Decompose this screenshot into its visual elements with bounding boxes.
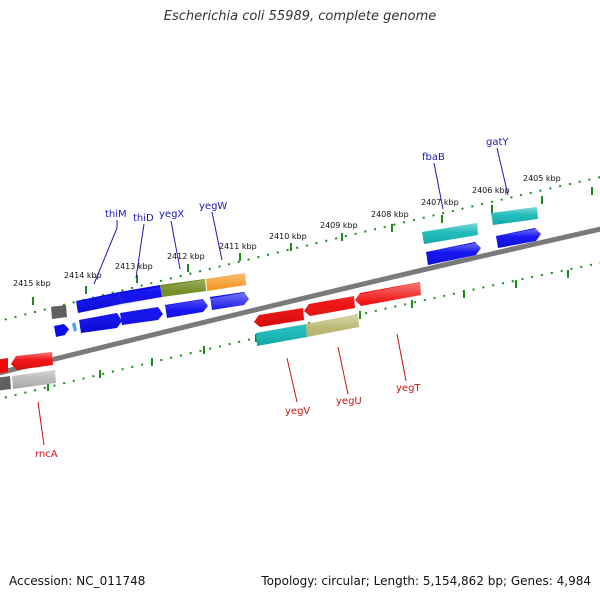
gene-label-yegW[interactable]: yegW (199, 201, 227, 212)
kbp-label: 2414 kbp (64, 271, 102, 280)
kbp-label: 2410 kbp (269, 232, 307, 241)
genome-title: Escherichia coli 55989, complete genome (163, 9, 437, 24)
genome-backbone (0, 226, 600, 376)
kbp-label: 2405 kbp (523, 174, 561, 183)
forward-leaders (93, 147, 509, 285)
gene-feature[interactable] (51, 305, 67, 319)
kbp-label: 2413 kbp (115, 262, 153, 271)
gene-gloss (11, 207, 541, 389)
gene-feature[interactable] (54, 324, 69, 337)
gene-label-gatY[interactable]: gatY (486, 137, 509, 148)
gene-feature[interactable] (0, 358, 8, 374)
kbp-label: 2407 kbp (421, 198, 459, 207)
reverse-leaders (37, 333, 407, 446)
gene-label-yegX[interactable]: yegX (159, 209, 184, 220)
gene-feature[interactable] (72, 322, 77, 332)
gene-label-thiM[interactable]: thiM (105, 209, 127, 220)
kbp-label: 2406 kbp (472, 186, 510, 195)
outer-major-ticks (32, 187, 593, 305)
gene-label-yegU[interactable]: yegU (336, 396, 362, 407)
kbp-label: 2411 kbp (219, 242, 257, 251)
kbp-label: 2408 kbp (371, 210, 409, 219)
kbp-label: 2415 kbp (13, 279, 51, 288)
gene-label-yegV[interactable]: yegV (285, 406, 310, 417)
genome-summary-text: Topology: circular; Length: 5,154,862 bp… (261, 574, 591, 588)
accession-text: Accession: NC_011748 (9, 574, 146, 588)
gene-label-yegT[interactable]: yegT (396, 383, 421, 394)
gene-label-fbaB[interactable]: fbaB (422, 152, 445, 163)
gene-feature[interactable] (0, 376, 11, 391)
gene-label-rncA[interactable]: rncA (35, 449, 58, 460)
kbp-label: 2412 kbp (167, 252, 205, 261)
kbp-label: 2409 kbp (320, 221, 358, 230)
gene-label-thiD[interactable]: thiD (133, 213, 154, 224)
